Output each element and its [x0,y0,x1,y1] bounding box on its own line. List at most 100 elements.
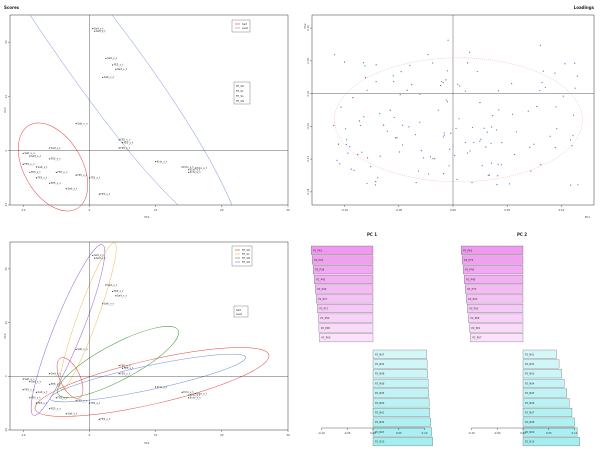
loadings-ytick-label: -0.05 [306,123,310,130]
pc1-bars-bar-label: P2_N03 [375,430,385,434]
scores2-xtick-label: 20 [220,433,224,437]
pc1-x-ticks: -0.10 -0.05 0.00 0.05 0.10 [318,427,428,435]
seed-curve-1 [29,14,179,206]
loading-point [440,80,443,83]
scores2-point [22,378,24,380]
loading-point [447,39,449,41]
scores-point-label: Ecto_s_t [183,165,193,169]
fe-sd-ellipse-small [56,357,84,399]
loading-point [399,94,401,96]
pc1-xt-tick-label: -0.10 [318,431,325,435]
scores2-point-label: FE5_s_t [31,396,40,400]
scores-point-label: FE5_s_t [38,176,47,180]
scores-point-label: FE5_s_o [120,138,130,142]
pc1-bars-bar-label: P2_P45 [316,277,325,281]
scores-point [35,166,38,168]
loadings-ytick-label: 0.00 [306,90,310,96]
loading-point [366,182,368,185]
loading-point [411,84,413,86]
loading-point [564,63,566,65]
scores-point [22,152,24,155]
pc2-bars-bar [463,265,524,275]
scores-point-label: Salt_s_t [94,26,104,30]
scores2-point-label: Salt_s_t [51,371,61,375]
pc1-bars-bar [372,408,430,417]
scores2-point-label: Salt_s_t [38,390,48,394]
loading-point [406,89,408,91]
scores2-point-label: Ecto_s_t [157,385,167,389]
pc1-bars-bar [372,427,432,437]
scores-point-label: Ecto_s_t [197,166,207,170]
loading-point [497,163,499,165]
scores2-point-label: Ecto_s_t [183,390,193,394]
scores-ytick-label: 10 [4,94,8,98]
loading-point [533,143,535,145]
loading-point [398,151,401,153]
loading-point [375,80,377,83]
loading-point [542,70,544,72]
pc1-bars-bar-label: P2_N01 [375,411,385,415]
scores2-point [194,392,196,395]
scores2-point-label: FE5_s_t [51,382,60,386]
pc2-bars-bar [468,313,524,323]
loadings-xlabel: PC1 [585,215,590,219]
pc1-bars-bar [317,304,374,313]
scores-point-label: Ecto_s_t [190,168,200,172]
loading-point [434,158,436,160]
pc2-bars-bar [522,388,567,398]
scores2-point-label: FE5_s_o [58,396,68,400]
loading-point [334,54,336,56]
scores-ellipses [18,14,233,212]
loading-point [440,84,442,87]
loading-point [442,173,445,175]
loading-point [374,184,376,186]
scores2-point [188,397,190,399]
loading-point [549,135,551,137]
loading-point [471,181,473,184]
pc1-bars-bar [372,417,431,427]
loading-point [562,95,564,97]
loading-point [358,120,361,122]
scores2-point [92,254,94,257]
scores-point-label: FE5_s_t [31,170,40,174]
pc1-xt-tick-label: 0.10 [422,431,428,435]
loading-point [377,177,379,179]
loadings-xtick-label: -0.10 [341,208,348,212]
loading-point [364,77,367,79]
scores-point-label: FE5_s_t [91,176,100,180]
loading-point [366,89,368,91]
loading-point [544,86,546,89]
loading-point [352,97,354,99]
loading-point [479,140,481,142]
loading-point [445,99,447,101]
scores2-point [49,373,51,375]
loading-point [419,121,421,123]
scores-point [94,30,96,32]
loading-point [345,143,348,146]
loading-point [336,159,338,161]
loading-point [340,106,342,108]
pc1-bars-bar [315,284,374,294]
scores2-point-label: Ecto_s_t [190,393,200,397]
pc1-bars-bar-label: P2_N06 [375,381,385,385]
pc2-bars-bar-label: P2_P40 [465,268,474,272]
pc1-bars-bar [316,294,374,304]
loading-point [420,149,423,152]
pc2-bars-bar-label: P2_P03 [468,297,477,301]
scores-point-label: FE5_s_o [24,162,34,166]
loading-point [483,127,485,129]
pc2-bars-bar-label: P2_P05 [469,307,478,311]
pc2-x-ticks: -0.10 -0.05 0.00 0.05 0.10 [468,427,578,435]
pc1-bars-bar-label: P2_N05 [375,391,385,395]
pc1-bars-bar [372,359,428,369]
scores2-point [105,284,107,286]
pc2-bars-bar [470,333,524,343]
loading-point [422,157,425,159]
scores-ytick-label: -10 [4,203,8,208]
pc1-bars: P2_P61 P2_P44 P2_P38 P2_P45 P2_P49 P2_P27 P2_P… [311,245,433,447]
scores-point [115,68,117,70]
loading-point [530,170,532,172]
loading-point [379,155,381,157]
pc1-bars-bar [372,369,428,379]
scores-point-label: FE5_s_o [77,173,87,177]
